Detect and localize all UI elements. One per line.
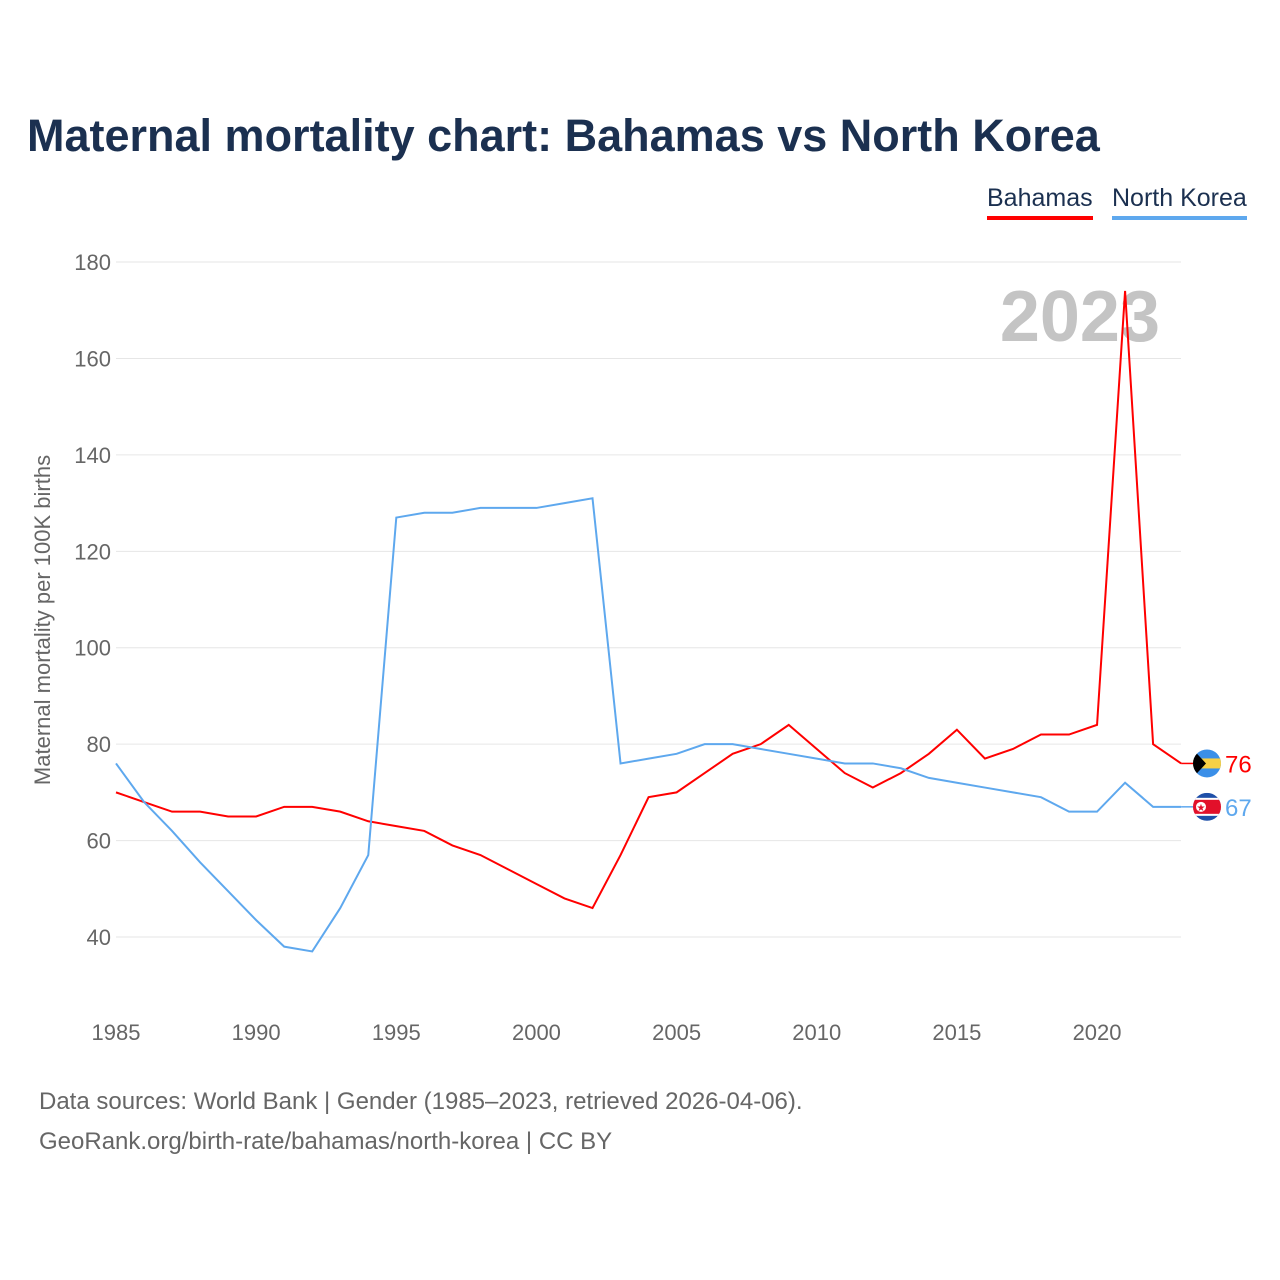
chart-title: Maternal mortality chart: Bahamas vs Nor…: [27, 110, 1100, 161]
end-value-label: 67: [1225, 795, 1252, 822]
end-value-label: 76: [1225, 751, 1252, 778]
legend-bahamas[interactable]: Bahamas: [987, 184, 1093, 220]
y-tick-label: 40: [87, 925, 111, 950]
y-tick-label: 180: [74, 250, 111, 275]
x-tick-label: 1985: [92, 1020, 141, 1045]
legend-north-korea[interactable]: North Korea: [1112, 184, 1247, 220]
x-tick-label: 2000: [512, 1020, 561, 1045]
x-tick-label: 2005: [652, 1020, 701, 1045]
bahamas-flag-icon: [1193, 749, 1221, 778]
y-tick-label: 80: [87, 732, 111, 757]
x-tick-label: 2010: [792, 1020, 841, 1045]
x-tick-label: 2020: [1073, 1020, 1122, 1045]
north-korea-flag-icon: ★: [1193, 792, 1221, 821]
source-line-1: Data sources: World Bank | Gender (1985–…: [39, 1088, 803, 1115]
year-label: 2023: [1000, 277, 1160, 357]
y-tick-label: 140: [74, 443, 111, 468]
y-axis-label: Maternal mortality per 100K births: [30, 455, 55, 785]
series-line-bahamas: [115, 290, 1182, 910]
x-tick-label: 1990: [232, 1020, 281, 1045]
y-tick-label: 160: [74, 346, 111, 371]
y-tick-label: 60: [87, 829, 111, 854]
x-tick-label: 1995: [372, 1020, 421, 1045]
source-line-2[interactable]: GeoRank.org/birth-rate/bahamas/north-kor…: [39, 1128, 613, 1155]
svg-text:★: ★: [1197, 803, 1206, 814]
series-line-north-korea: [115, 497, 1182, 953]
y-tick-label: 100: [74, 636, 111, 661]
x-tick-label: 2015: [932, 1020, 981, 1045]
y-tick-label: 120: [74, 539, 111, 564]
